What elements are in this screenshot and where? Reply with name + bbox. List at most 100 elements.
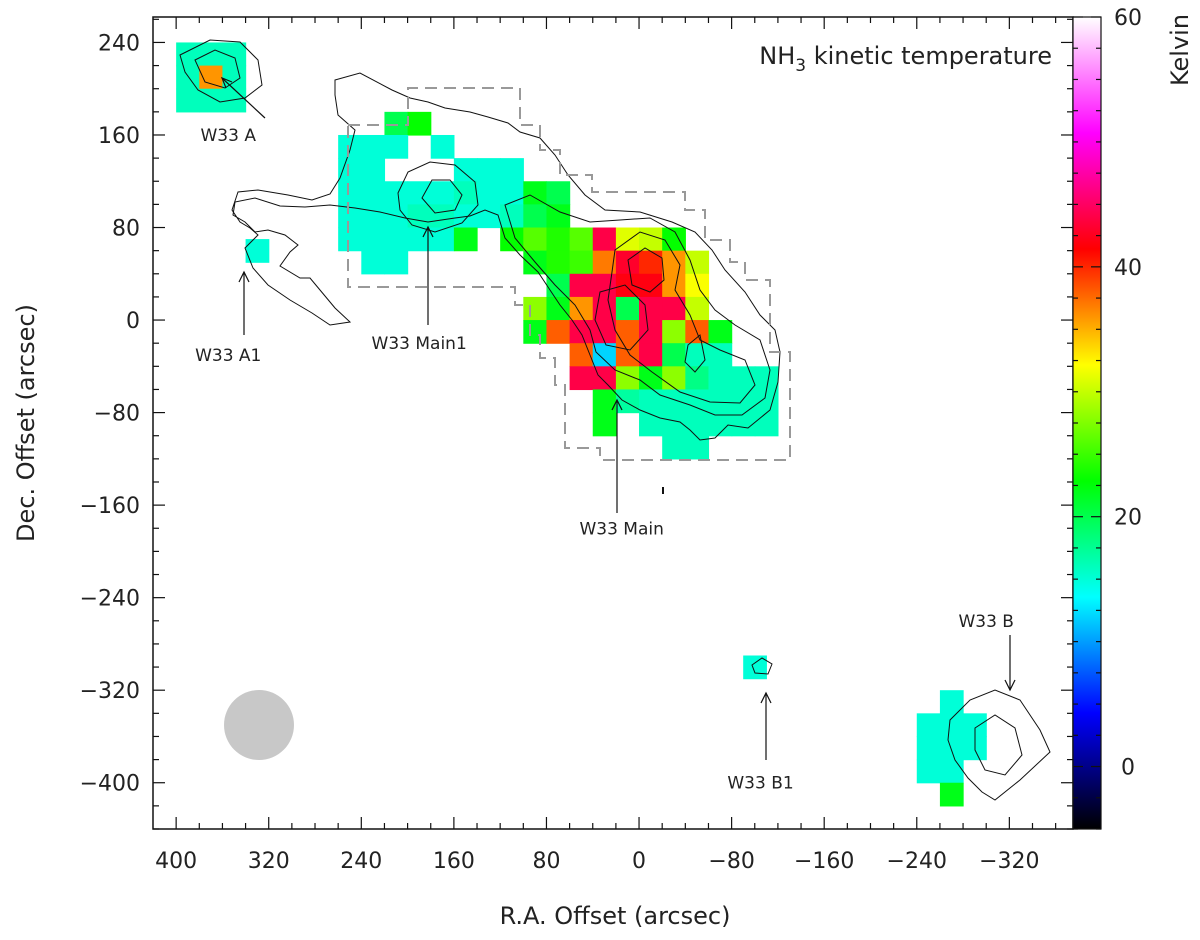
heatmap-pixel xyxy=(708,366,733,391)
source-label: W33 B xyxy=(958,612,1014,632)
heatmap-pixel xyxy=(407,181,432,205)
heatmap-pixel xyxy=(592,250,617,275)
heatmap-pixel xyxy=(546,181,571,205)
heatmap-pixel xyxy=(453,181,478,205)
heatmap-pixel xyxy=(176,65,200,90)
x-tick-labels: 400 320 240 160 80 0 −80 −160 −240 −320 xyxy=(155,849,1039,874)
heatmap-pixel xyxy=(916,759,941,784)
heatmap-pixel xyxy=(407,111,432,136)
x-tick-label: 400 xyxy=(155,849,197,874)
chart-title-rest: kinetic temperature xyxy=(806,42,1052,70)
heatmap-pixel xyxy=(615,296,640,321)
heatmap-pixel xyxy=(592,320,617,344)
heatmap-pixel xyxy=(615,227,640,252)
heatmap-pixel xyxy=(916,713,941,738)
heatmap-pixel xyxy=(662,435,686,460)
heatmap-pixel xyxy=(639,273,663,298)
heatmap-pixel xyxy=(662,412,686,437)
heatmap-pixel xyxy=(430,181,455,205)
w33a-contour-inner xyxy=(194,49,241,89)
x-tick-label: 80 xyxy=(532,849,560,874)
y-axis-title: Dec. Offset (arcsec) xyxy=(12,304,40,542)
heatmap-pixel xyxy=(708,320,733,344)
heatmap-pixel xyxy=(662,250,686,275)
heatmap-pixel xyxy=(754,412,779,437)
heatmap-pixel xyxy=(963,713,987,738)
heatmap-pixel xyxy=(176,88,200,113)
y-tick-label: −240 xyxy=(80,587,140,612)
outer-contour xyxy=(231,72,781,441)
heatmap-pixel xyxy=(662,296,686,321)
heatmap-pixel xyxy=(384,227,409,252)
heatmap-pixel xyxy=(685,412,710,437)
chart-title: NH3 kinetic temperature xyxy=(759,42,1052,76)
heatmap-pixel xyxy=(639,320,663,344)
heatmap-pixel xyxy=(592,366,617,391)
heatmap-pixel xyxy=(500,204,524,229)
main-contour-2 xyxy=(607,231,756,404)
heatmap-pixel xyxy=(477,204,501,229)
heatmap-pixel xyxy=(523,227,548,252)
x-tick-label: 0 xyxy=(632,849,646,874)
heatmap-pixel xyxy=(754,366,779,391)
heatmap-pixel xyxy=(662,343,686,367)
source-label: W33 A1 xyxy=(195,346,261,366)
heatmap-pixels xyxy=(176,42,987,807)
source-annotations xyxy=(220,76,1016,760)
heatmap-pixel xyxy=(523,320,548,344)
heatmap-pixel xyxy=(338,181,362,205)
heatmap-pixel xyxy=(245,239,270,263)
w33b1-arrowhead xyxy=(760,691,772,704)
x-tick-label: 320 xyxy=(248,849,290,874)
heatmap-pixel xyxy=(569,273,594,298)
y-tick-label: −160 xyxy=(80,494,140,519)
heatmap-pixel xyxy=(685,296,710,321)
w33a1-arrowhead xyxy=(238,270,250,283)
heatmap-pixel xyxy=(939,713,964,738)
w33b-arrowhead xyxy=(1004,679,1016,692)
y-tick-label: 240 xyxy=(98,31,140,56)
heatmap-pixel xyxy=(662,273,686,298)
heatmap-pixel xyxy=(685,250,710,275)
heatmap-pixel xyxy=(546,320,571,344)
heatmap-pixel xyxy=(569,250,594,275)
heatmap-pixel xyxy=(639,389,663,414)
heatmap-pixel xyxy=(592,296,617,321)
colorbar-tick-label: 20 xyxy=(1114,506,1142,531)
w33a-arrowhead xyxy=(220,76,233,89)
x-axis-title: R.A. Offset (arcsec) xyxy=(500,902,731,930)
w33main-arrowhead xyxy=(611,398,623,411)
axis-ticks xyxy=(153,17,1073,830)
heatmap-pixel xyxy=(916,736,941,761)
heatmap-pixel xyxy=(430,204,455,229)
heatmap-pixel xyxy=(639,296,663,321)
heatmap-pixel xyxy=(685,435,710,460)
y-tick-label: −400 xyxy=(80,772,140,797)
heatmap-pixel xyxy=(662,389,686,414)
heatmap-pixel xyxy=(592,343,617,367)
heatmap-pixel xyxy=(338,227,362,252)
heatmap-pixel xyxy=(569,227,594,252)
heatmap-pixel xyxy=(500,181,524,205)
source-label: W33 A xyxy=(200,126,256,146)
x-tick-label: −80 xyxy=(708,849,754,874)
heatmap-pixel xyxy=(222,42,247,67)
heatmap-pixel xyxy=(615,343,640,367)
heatmap-pixel xyxy=(939,759,964,784)
heatmap-pixel xyxy=(361,158,386,182)
colorbar-tick-label: 60 xyxy=(1114,6,1142,31)
heatmap-pixel xyxy=(685,366,710,391)
stray-mark xyxy=(662,487,664,494)
heatmap-pixel xyxy=(477,158,501,182)
w33b1-contour xyxy=(751,657,773,675)
heatmap-pixel xyxy=(708,389,733,414)
beam-size-circle xyxy=(224,690,294,760)
heatmap-pixel xyxy=(592,412,617,437)
heatmap-pixel xyxy=(500,158,524,182)
heatmap-pixel xyxy=(338,134,362,159)
main-contour-1 xyxy=(504,194,771,416)
y-tick-label: 0 xyxy=(126,309,140,334)
heatmap-pixel xyxy=(453,158,478,182)
heatmap-pixel xyxy=(338,158,362,182)
